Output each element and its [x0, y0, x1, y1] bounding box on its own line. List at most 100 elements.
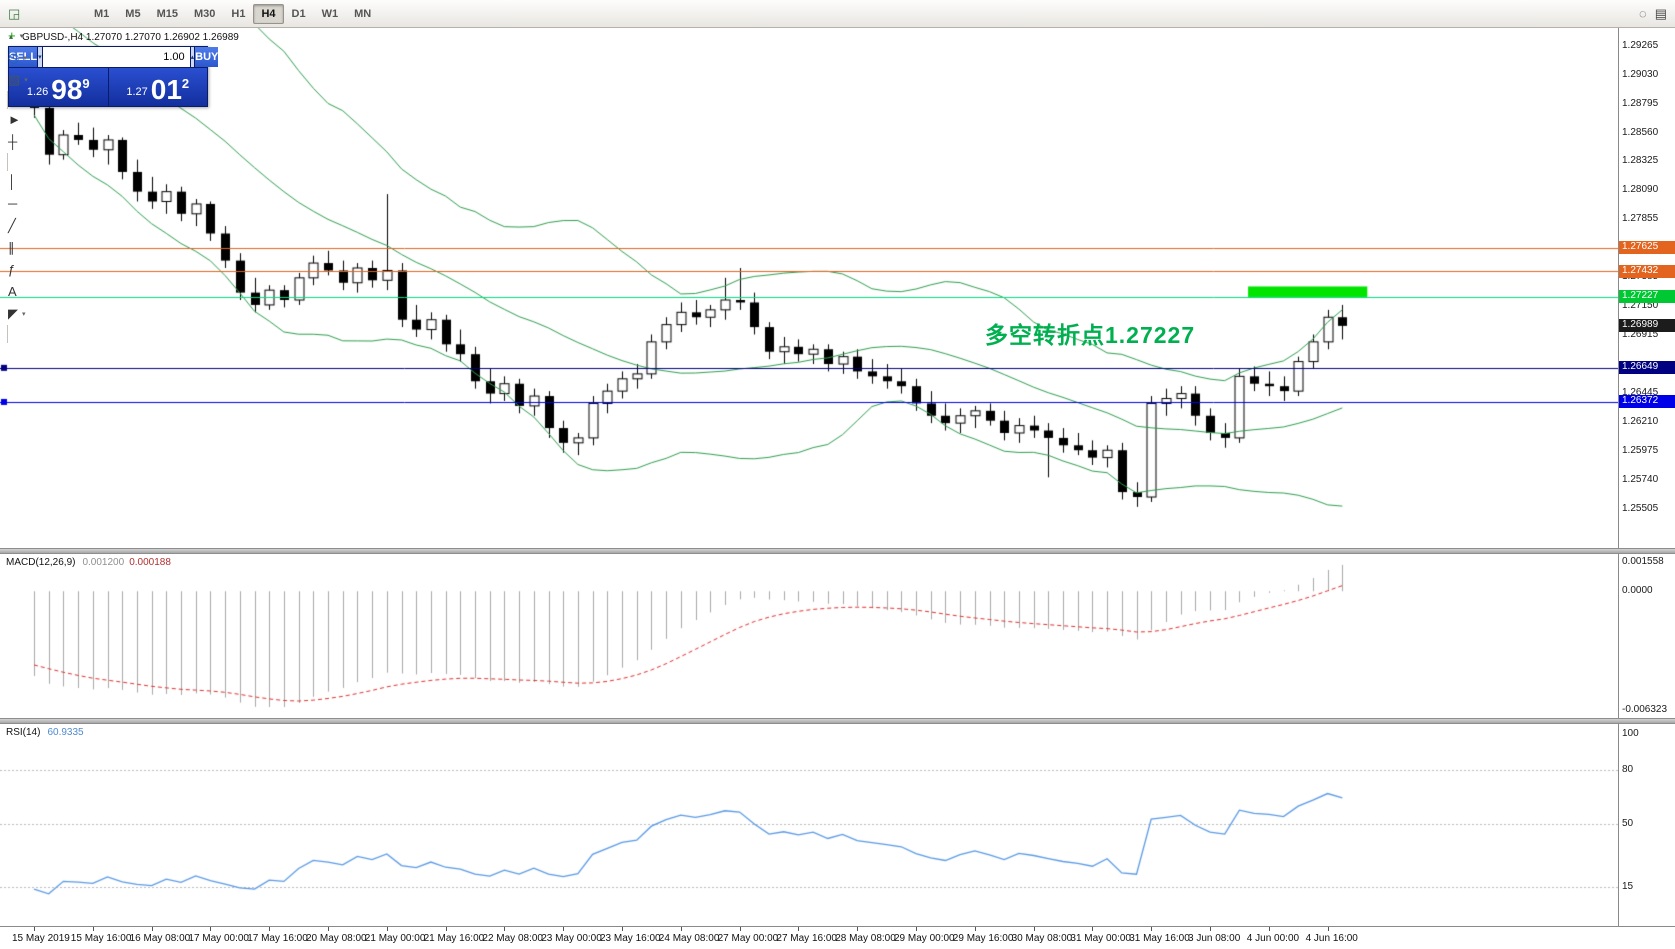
- time-axis-tick: [681, 927, 682, 931]
- time-axis-tick: [504, 927, 505, 931]
- price-axis[interactable]: 1.29265 1.29030 1.28795 1.28560 1.28325 1.280…: [1618, 28, 1675, 926]
- toolbars-menu-icon: ▤: [1654, 6, 1667, 21]
- time-axis-tick: [622, 927, 623, 931]
- timeframe-mn[interactable]: MN: [354, 7, 372, 20]
- macd-indicator-canvas[interactable]: [0, 554, 1618, 718]
- timeframe-h4[interactable]: H4: [253, 3, 284, 24]
- indicators-icon[interactable]: + ▾: [4, 25, 73, 47]
- arrow-tools-icon[interactable]: ◤ ▾: [4, 303, 73, 325]
- price-axis-tick: 1.27855: [1622, 213, 1659, 225]
- price-axis-tick: 1.25975: [1622, 444, 1659, 456]
- templates-icon[interactable]: ▧ ▾: [4, 69, 73, 91]
- search-icon: ◌: [1638, 6, 1647, 21]
- time-axis-label: 4 Jun 16:00: [1305, 933, 1358, 944]
- text-icon[interactable]: A: [4, 281, 73, 303]
- timeframe-m30[interactable]: M30: [193, 7, 216, 20]
- rsi-axis-tick: 100: [1622, 728, 1639, 739]
- time-axis-tick: [1210, 927, 1211, 931]
- timeframe-d1[interactable]: D1: [291, 7, 306, 20]
- volume-up-icon[interactable]: ▴: [189, 47, 196, 67]
- dropdown-caret-icon: ▾: [24, 76, 28, 84]
- collapse-trade-panel-icon[interactable]: ▴: [9, 32, 14, 41]
- time-axis-label: 31 May 00:00: [1070, 933, 1131, 944]
- price-axis-tick: 1.28560: [1622, 126, 1659, 138]
- chart-shift-icon[interactable]: ◲: [4, 3, 73, 25]
- time-axis-tick: [916, 927, 917, 931]
- timeframe-w1[interactable]: W1: [321, 7, 339, 20]
- sell-price-pip: 9: [82, 76, 90, 91]
- toolbar-separator: [7, 152, 8, 171]
- time-axis-label: 27 May 16:00: [776, 933, 837, 944]
- indicators-icon: +: [8, 28, 16, 43]
- time-axis-label: 4 Jun 00:00: [1246, 933, 1300, 944]
- buy-button[interactable]: BUY: [195, 47, 219, 67]
- macd-axis-max: 0.001558: [1622, 556, 1664, 567]
- cursor-icon[interactable]: ►: [4, 109, 73, 131]
- time-axis-tick: [210, 927, 211, 931]
- timeframe-m15[interactable]: M15: [156, 7, 178, 20]
- time-axis-label: 17 May 16:00: [247, 933, 308, 944]
- price-axis-tick: 1.25740: [1622, 473, 1659, 485]
- trendline-icon[interactable]: ╱: [4, 215, 73, 237]
- timeframe-toolbar: M1 M5 M15 M30 H1 H4 D1 W1 MN: [86, 3, 379, 24]
- time-axis-label: 20 May 08:00: [306, 933, 367, 944]
- price-axis-tick: 1.29030: [1622, 68, 1659, 80]
- time-axis-label: 15 May 16:00: [70, 933, 132, 944]
- horizontal-line-icon[interactable]: ─: [4, 193, 73, 215]
- sell-button[interactable]: SELL: [9, 47, 38, 67]
- sell-price-prefix: 1.26: [26, 86, 49, 98]
- price-line-label: 1.27432: [1619, 264, 1675, 278]
- time-axis-label: 3 Jun 08:00: [1188, 933, 1241, 944]
- time-axis-label: 31 May 16:00: [1129, 933, 1190, 944]
- timeframe-h1[interactable]: H1: [231, 7, 246, 20]
- buy-price-button[interactable]: 1.27 01 2: [109, 68, 208, 106]
- price-axis-tick: 1.26445: [1622, 386, 1659, 398]
- macd-indicator-label: MACD(12,26,9) 0.001200 0.000188: [6, 557, 171, 568]
- timeframe-m1[interactable]: M1: [94, 7, 110, 20]
- time-axis-tick: [93, 927, 94, 931]
- time-axis-tick: [152, 927, 153, 931]
- toolbar-right-group: ◌ ▤: [1635, 3, 1671, 25]
- horizontal-line-icon: ─: [8, 196, 18, 211]
- timeframe-m5[interactable]: M5: [125, 7, 141, 20]
- price-axis-tick: 1.26915: [1622, 329, 1659, 341]
- time-axis-tick: [387, 927, 388, 931]
- rsi-indicator-canvas[interactable]: [0, 724, 1618, 926]
- toolbar-separator: [7, 90, 8, 109]
- time-axis-tick: [563, 927, 564, 931]
- price-chart-canvas[interactable]: [0, 28, 1618, 548]
- trade-panel-top-row: SELL ▾ ▴ BUY: [9, 47, 219, 68]
- time-axis-tick: [269, 927, 270, 931]
- dropdown-caret-icon: ▾: [22, 310, 26, 318]
- time-axis-label: 16 May 08:00: [129, 933, 191, 944]
- trendline-icon: ╱: [8, 218, 16, 233]
- time-axis-tick: [857, 927, 858, 931]
- channel-icon: ∥: [8, 240, 15, 255]
- time-axis-tick: [328, 927, 329, 931]
- time-axis-label: 22 May 08:00: [482, 933, 543, 944]
- vertical-line-icon[interactable]: │: [4, 171, 73, 193]
- volume-input[interactable]: [42, 47, 190, 67]
- time-axis-label: 15 May 2019: [12, 933, 70, 944]
- toolbars-menu-button[interactable]: ▤: [1651, 3, 1671, 25]
- crosshair-icon: ┼: [8, 134, 18, 149]
- volume-down-icon[interactable]: ▾: [37, 47, 43, 67]
- rsi-value: 60.9335: [47, 727, 84, 738]
- time-axis-label: 21 May 16:00: [423, 933, 485, 944]
- sell-price-button[interactable]: 1.26 98 9: [9, 68, 109, 106]
- arrow-tools-icon: ◤: [8, 306, 18, 321]
- macd-signal-value: 0.000188: [129, 557, 171, 568]
- macd-panel-splitter[interactable]: [0, 548, 1675, 554]
- time-axis[interactable]: 15 May 2019 15 May 16:00 16 May 08:00 17 Ma…: [0, 926, 1675, 949]
- search-button[interactable]: ◌: [1635, 3, 1651, 25]
- crosshair-icon[interactable]: ┼: [4, 131, 73, 153]
- price-axis-tick: 1.28325: [1622, 155, 1659, 167]
- time-axis-label: 30 May 08:00: [1011, 933, 1073, 944]
- price-axis-tick: 1.29265: [1622, 39, 1659, 51]
- fibonacci-icon[interactable]: ƒ: [4, 259, 73, 281]
- macd-name: MACD(12,26,9): [6, 557, 76, 568]
- periods-icon[interactable]: ◷ ▾: [4, 47, 73, 69]
- rsi-panel-splitter[interactable]: [0, 718, 1675, 724]
- channel-icon[interactable]: ∥: [4, 237, 73, 259]
